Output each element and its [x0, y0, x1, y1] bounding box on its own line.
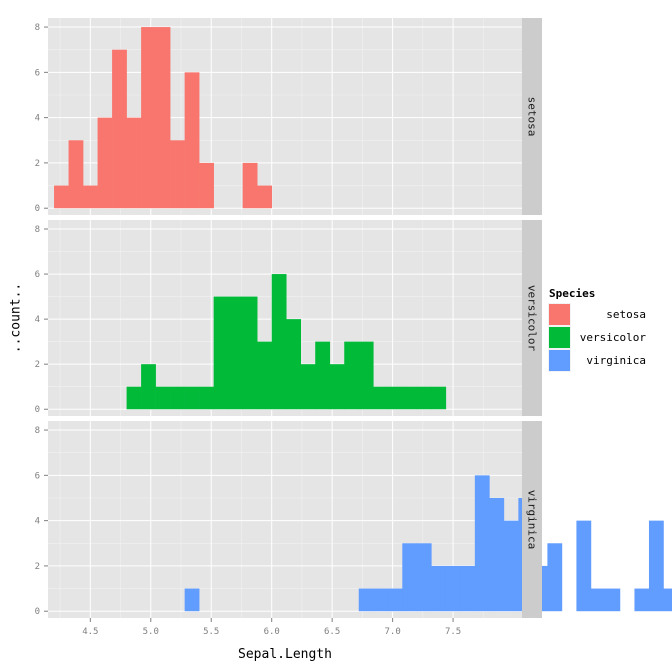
facet-strip-label: virginica — [526, 490, 539, 550]
histogram-bar-setosa — [141, 27, 156, 209]
legend-label-virginica: virginica — [586, 354, 646, 367]
histogram-bar-setosa — [83, 185, 98, 209]
legend-key-versicolor — [549, 327, 570, 348]
histogram-bar-versicolor — [126, 386, 142, 410]
histogram-bar-versicolor — [213, 296, 229, 410]
facet-strip — [522, 18, 542, 215]
x-tick-label: 6.5 — [324, 627, 340, 637]
histogram-bar-setosa — [242, 162, 258, 209]
facet-strip-label: versicolor — [526, 285, 539, 352]
histogram-bar-setosa — [68, 140, 84, 209]
histogram-bar-versicolor — [242, 296, 258, 410]
histogram-bar-versicolor — [228, 296, 243, 410]
x-tick-label: 6.0 — [264, 627, 280, 637]
legend-label-setosa: setosa — [606, 308, 646, 321]
histogram-bar-virginica — [474, 475, 490, 612]
histogram-bar-virginica — [184, 588, 200, 612]
histogram-bar-virginica — [547, 543, 563, 612]
y-tick-label: 0 — [35, 607, 40, 617]
legend-key-virginica — [549, 350, 570, 371]
histogram-bar-virginica — [663, 588, 672, 612]
y-axis-title: ..count.. — [9, 283, 24, 353]
histogram-bar-versicolor — [344, 341, 360, 410]
histogram-bar-versicolor — [358, 341, 374, 410]
y-tick-label: 2 — [35, 562, 40, 572]
histogram-bar-virginica — [503, 520, 519, 612]
histogram-bar-versicolor — [402, 386, 418, 410]
histogram-bar-virginica — [460, 565, 476, 612]
x-tick-label: 7.5 — [445, 627, 461, 637]
legend-title: Species — [549, 287, 595, 300]
x-tick-label: 5.0 — [143, 627, 159, 637]
y-tick-label: 4 — [35, 315, 40, 325]
histogram-bar-virginica — [605, 588, 621, 612]
x-tick-label: 7.0 — [384, 627, 400, 637]
histogram-bar-versicolor — [286, 319, 302, 410]
histogram-bar-setosa — [126, 117, 142, 209]
y-tick-label: 8 — [35, 225, 40, 235]
facet-strip-label: setosa — [526, 97, 539, 137]
histogram-bar-setosa — [184, 72, 200, 209]
y-tick-label: 4 — [35, 114, 40, 124]
y-tick-label: 6 — [35, 68, 40, 78]
histogram-bar-virginica — [358, 588, 374, 612]
facet-strip — [522, 220, 542, 416]
histogram-bar-versicolor — [300, 364, 316, 410]
histogram-bar-versicolor — [155, 386, 171, 410]
histogram-bar-virginica — [373, 588, 389, 612]
y-tick-label: 8 — [35, 426, 40, 436]
histogram-bar-versicolor — [141, 364, 156, 410]
facet-strip — [522, 421, 542, 618]
legend-key-setosa — [549, 304, 570, 325]
histogram-bar-setosa — [257, 185, 272, 209]
histogram-bar-virginica — [445, 565, 461, 612]
x-tick-label: 4.5 — [82, 627, 98, 637]
x-tick-label: 5.5 — [203, 627, 219, 637]
histogram-bar-setosa — [170, 140, 185, 209]
histogram-bar-virginica — [416, 543, 432, 612]
histogram-bar-versicolor — [170, 386, 185, 410]
histogram-bar-setosa — [112, 49, 127, 209]
histogram-bar-versicolor — [257, 341, 272, 410]
histogram-bar-virginica — [402, 543, 418, 612]
y-tick-label: 0 — [35, 204, 40, 214]
histogram-bar-versicolor — [431, 386, 447, 410]
histogram-bar-versicolor — [184, 386, 200, 410]
y-tick-label: 2 — [35, 360, 40, 370]
histogram-bar-setosa — [199, 162, 214, 209]
histogram-bar-virginica — [648, 520, 664, 612]
y-tick-label: 6 — [35, 270, 40, 280]
y-tick-label: 8 — [35, 23, 40, 33]
histogram-bar-versicolor — [271, 274, 287, 410]
histogram-bar-virginica — [576, 520, 592, 612]
histogram-bar-versicolor — [315, 341, 331, 410]
y-tick-label: 6 — [35, 471, 40, 481]
histogram-bar-virginica — [634, 588, 650, 612]
histogram-bar-setosa — [54, 185, 69, 209]
y-tick-label: 0 — [35, 405, 40, 415]
histogram-bar-versicolor — [387, 386, 403, 410]
legend-label-versicolor: versicolor — [580, 331, 647, 344]
histogram-bar-virginica — [431, 565, 447, 612]
x-axis-title: Sepal.Length — [238, 647, 332, 662]
y-tick-label: 2 — [35, 159, 40, 169]
histogram-bar-virginica — [590, 588, 606, 612]
histogram-bar-versicolor — [329, 364, 345, 410]
histogram-bar-versicolor — [416, 386, 432, 410]
histogram-bar-virginica — [387, 588, 403, 612]
histogram-bar-setosa — [155, 27, 171, 209]
histogram-bar-versicolor — [373, 386, 389, 410]
histogram-bar-virginica — [489, 497, 505, 612]
histogram-bar-versicolor — [199, 386, 214, 410]
histogram-bar-setosa — [97, 117, 113, 209]
y-tick-label: 4 — [35, 517, 40, 527]
